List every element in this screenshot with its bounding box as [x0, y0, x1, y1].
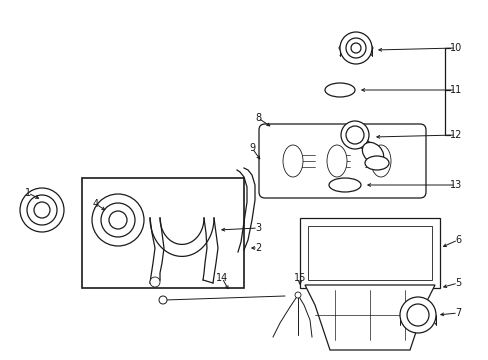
Circle shape — [34, 202, 50, 218]
Text: 8: 8 — [254, 113, 261, 123]
Polygon shape — [305, 285, 434, 350]
Circle shape — [350, 43, 360, 53]
Ellipse shape — [328, 178, 360, 192]
Text: 11: 11 — [449, 85, 461, 95]
Circle shape — [101, 203, 135, 237]
Ellipse shape — [283, 145, 303, 177]
Circle shape — [406, 304, 428, 326]
Circle shape — [399, 297, 435, 333]
Circle shape — [20, 188, 64, 232]
Bar — [82, 178, 244, 288]
Circle shape — [27, 195, 57, 225]
Circle shape — [159, 296, 167, 304]
Ellipse shape — [325, 83, 354, 97]
Ellipse shape — [364, 156, 388, 170]
Text: 12: 12 — [449, 130, 461, 140]
FancyBboxPatch shape — [259, 124, 425, 198]
Circle shape — [109, 211, 127, 229]
Bar — [299, 218, 439, 288]
Text: 14: 14 — [215, 273, 228, 283]
Circle shape — [92, 194, 143, 246]
Text: 1: 1 — [25, 188, 31, 198]
Circle shape — [150, 277, 160, 287]
Text: 10: 10 — [449, 43, 461, 53]
Circle shape — [339, 32, 371, 64]
Circle shape — [346, 126, 363, 144]
Bar — [307, 226, 431, 280]
Ellipse shape — [326, 145, 346, 177]
Text: 2: 2 — [254, 243, 261, 253]
Text: 9: 9 — [248, 143, 255, 153]
Circle shape — [294, 292, 301, 298]
Circle shape — [346, 38, 365, 58]
Ellipse shape — [362, 143, 383, 163]
Text: 15: 15 — [293, 273, 305, 283]
Text: 3: 3 — [254, 223, 261, 233]
Ellipse shape — [370, 145, 390, 177]
Text: 4: 4 — [93, 199, 99, 209]
Text: 6: 6 — [454, 235, 460, 245]
Text: 5: 5 — [454, 278, 460, 288]
Text: 7: 7 — [454, 308, 460, 318]
Text: 13: 13 — [449, 180, 461, 190]
Circle shape — [340, 121, 368, 149]
